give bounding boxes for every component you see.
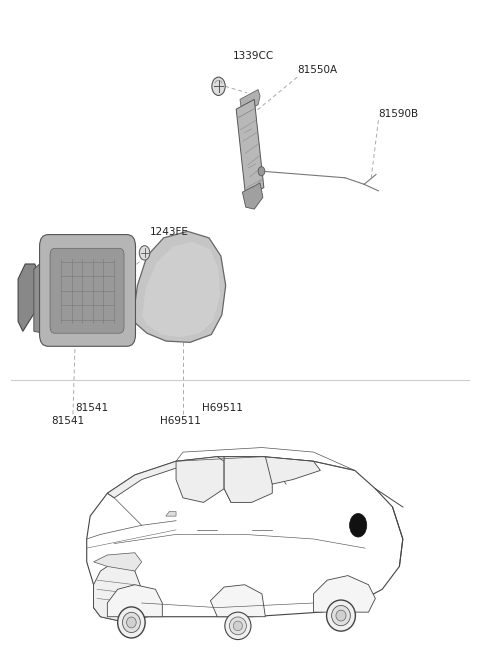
Polygon shape [224,457,272,502]
Ellipse shape [122,612,140,632]
Polygon shape [210,584,265,617]
Ellipse shape [326,600,355,631]
Polygon shape [132,232,226,342]
Polygon shape [94,562,142,621]
Ellipse shape [332,605,350,626]
Ellipse shape [118,607,145,638]
Text: 81590B: 81590B [378,109,419,119]
Text: 81541: 81541 [75,403,108,413]
Polygon shape [94,553,142,571]
Polygon shape [313,575,375,612]
Polygon shape [166,512,176,516]
Polygon shape [240,90,260,113]
Polygon shape [236,99,264,197]
Polygon shape [34,257,53,333]
Ellipse shape [127,617,136,628]
Polygon shape [176,457,224,502]
Polygon shape [265,457,320,484]
Text: 1339CC: 1339CC [233,51,274,62]
Circle shape [258,167,265,176]
Polygon shape [108,461,183,498]
Polygon shape [242,183,263,209]
Circle shape [349,514,367,537]
Circle shape [212,77,225,96]
Ellipse shape [336,610,346,621]
Polygon shape [142,242,220,337]
Ellipse shape [233,621,242,630]
Text: 1243FE: 1243FE [149,226,188,237]
Polygon shape [18,264,39,331]
FancyBboxPatch shape [50,249,124,333]
Ellipse shape [225,612,251,640]
Circle shape [139,246,150,260]
Text: H69511: H69511 [160,415,201,426]
Text: 81541: 81541 [52,415,85,426]
Text: 81550A: 81550A [297,64,337,75]
Text: H69511: H69511 [202,403,243,413]
FancyBboxPatch shape [39,235,135,346]
Ellipse shape [229,617,246,635]
Polygon shape [108,584,162,617]
